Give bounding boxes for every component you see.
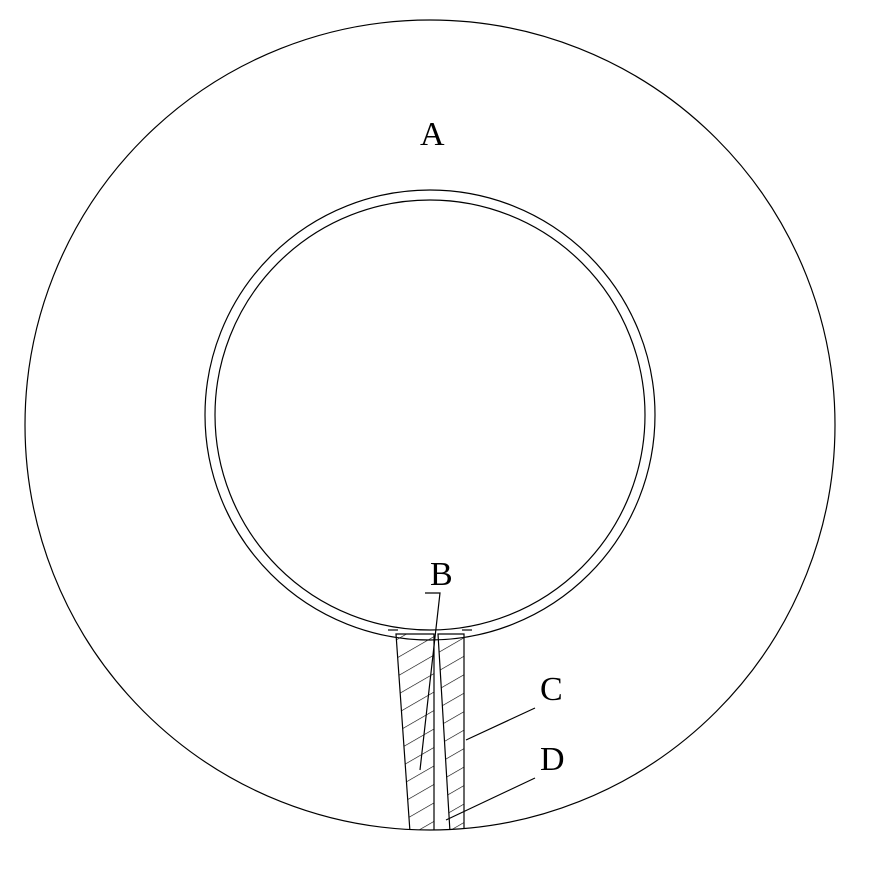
wedge-right — [438, 634, 464, 832]
label-b: B — [430, 556, 453, 593]
label-c: C — [540, 671, 563, 708]
wedge-left — [396, 634, 434, 832]
technical-diagram: A B C D — [0, 0, 873, 875]
label-a: A — [420, 116, 445, 153]
label-d: D — [540, 741, 565, 778]
leader-c — [466, 708, 535, 740]
